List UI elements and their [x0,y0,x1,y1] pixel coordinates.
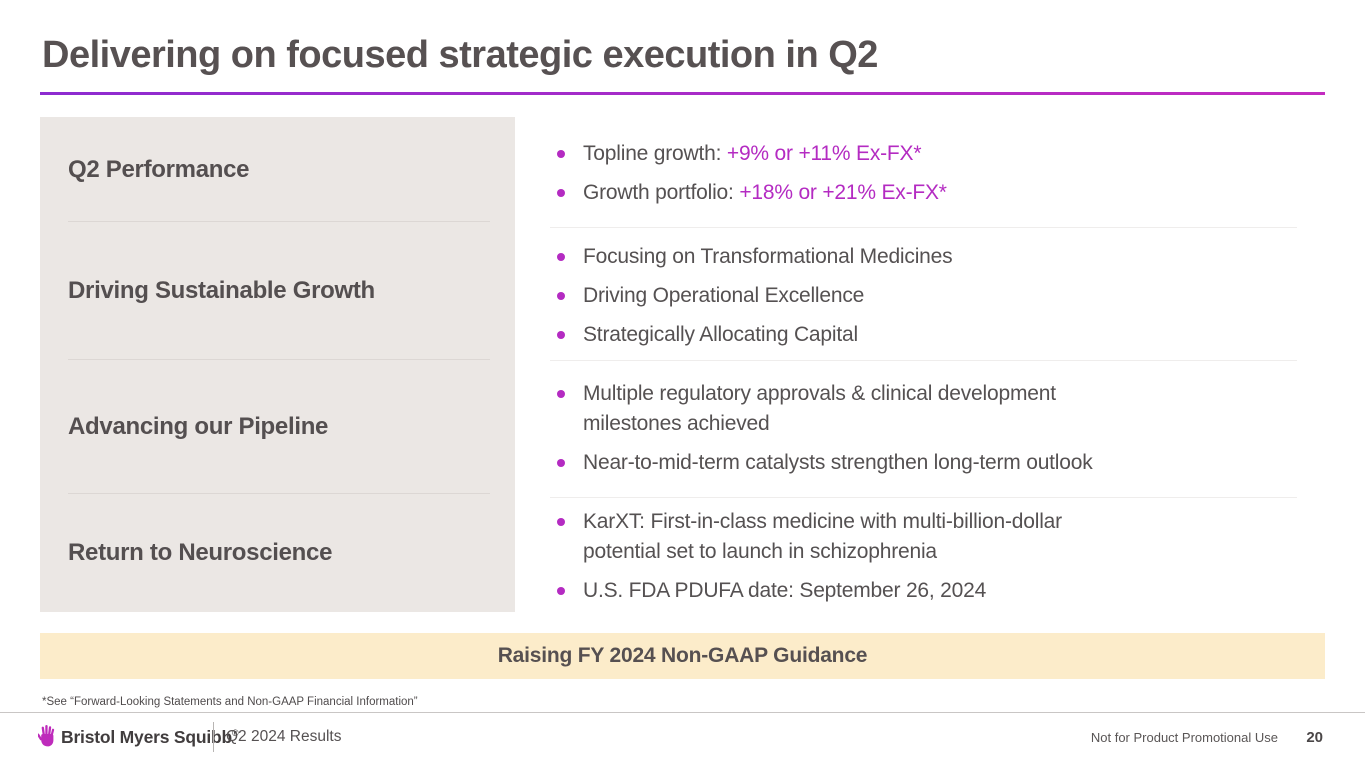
sidebar-item-label: Return to Neuroscience [68,539,333,566]
bullet-item: Multiple regulatory approvals & clinical… [550,379,1297,439]
deck-title: Q2 2024 Results [226,728,342,745]
bullet-text: U.S. FDA PDUFA date: September 26, 2024 [583,579,987,602]
section-divider [550,227,1297,228]
bullet-dot-icon [550,576,583,606]
bullet-text: Focusing on Transformational Medicines [583,245,953,268]
section-divider [550,360,1297,361]
footer: Bristol Myers Squibb® Q2 2024 Results No… [0,713,1365,766]
sidebar-item-label: Advancing our Pipeline [68,413,329,440]
bullet-dot-icon [550,320,583,350]
bullet-item: Topline growth: +9% or +11% Ex-FX* [550,139,1297,169]
usage-note: Not for Product Promotional Use [1090,729,1278,745]
sidebar: Q2 Performance Driving Sustainable Growth… [40,117,515,612]
bullet-dot-icon [550,242,583,272]
bullet-dot-icon [550,281,583,311]
content-section-q2-performance: Topline growth: +9% or +11% Ex-FX* Growth… [550,139,1297,208]
bullet-item: U.S. FDA PDUFA date: September 26, 2024 [550,576,1297,606]
sidebar-item-driving-sustainable-growth: Driving Sustainable Growth [40,222,515,360]
brand-lockup: Bristol Myers Squibb® [38,713,239,761]
footer-divider-line [0,712,1365,713]
page-title: Delivering on focused strategic executio… [42,34,878,76]
sidebar-item-return-to-neuroscience: Return to Neuroscience [40,494,515,612]
footer-vertical-divider [213,722,214,752]
bullet-dot-icon [550,507,583,537]
section-divider [550,497,1297,498]
sidebar-item-label: Driving Sustainable Growth [68,277,375,304]
registered-mark: ® [232,727,239,738]
bullet-text: Near-to-mid-term catalysts strengthen lo… [583,451,1093,474]
bullet-dot-icon [550,379,583,409]
footnote: *See “Forward-Looking Statements and Non… [42,696,418,708]
bullet-item: KarXT: First-in-class medicine with mult… [550,507,1297,567]
bullet-text: Strategically Allocating Capital [583,323,858,346]
guidance-banner-text: Raising FY 2024 Non-GAAP Guidance [497,644,868,667]
bullet-item: Growth portfolio: +18% or +21% Ex-FX* [550,178,1297,208]
sidebar-item-q2-performance: Q2 Performance [40,117,515,222]
bullet-text: Multiple regulatory approvals & clinical… [583,382,1056,435]
content-section-driving-sustainable-growth: Focusing on Transformational Medicines Dr… [550,242,1297,350]
bullet-item: Focusing on Transformational Medicines [550,242,1297,272]
sidebar-item-label: Q2 Performance [68,155,250,183]
bms-hand-icon [38,725,55,747]
brand-name: Bristol Myers Squibb® [61,726,239,747]
bullet-dot-icon [550,448,583,478]
title-underline [40,92,1325,95]
guidance-banner: Raising FY 2024 Non-GAAP Guidance [40,633,1325,679]
bullet-text: Driving Operational Excellence [583,284,865,307]
bullet-dot-icon [550,178,583,208]
content: Topline growth: +9% or +11% Ex-FX* Growth… [550,0,1297,632]
bullet-text: Topline growth: +9% or +11% Ex-FX* [583,142,922,165]
content-section-advancing-our-pipeline: Multiple regulatory approvals & clinical… [550,379,1297,478]
sidebar-item-advancing-our-pipeline: Advancing our Pipeline [40,360,515,494]
content-section-return-to-neuroscience: KarXT: First-in-class medicine with mult… [550,507,1297,606]
bullet-text: KarXT: First-in-class medicine with mult… [583,510,1062,563]
bullet-item: Driving Operational Excellence [550,281,1297,311]
bullet-item: Near-to-mid-term catalysts strengthen lo… [550,448,1297,478]
page-number: 20 [1306,728,1323,746]
bullet-dot-icon [550,139,583,169]
bullet-text: Growth portfolio: +18% or +21% Ex-FX* [583,181,947,204]
bullet-item: Strategically Allocating Capital [550,320,1297,350]
